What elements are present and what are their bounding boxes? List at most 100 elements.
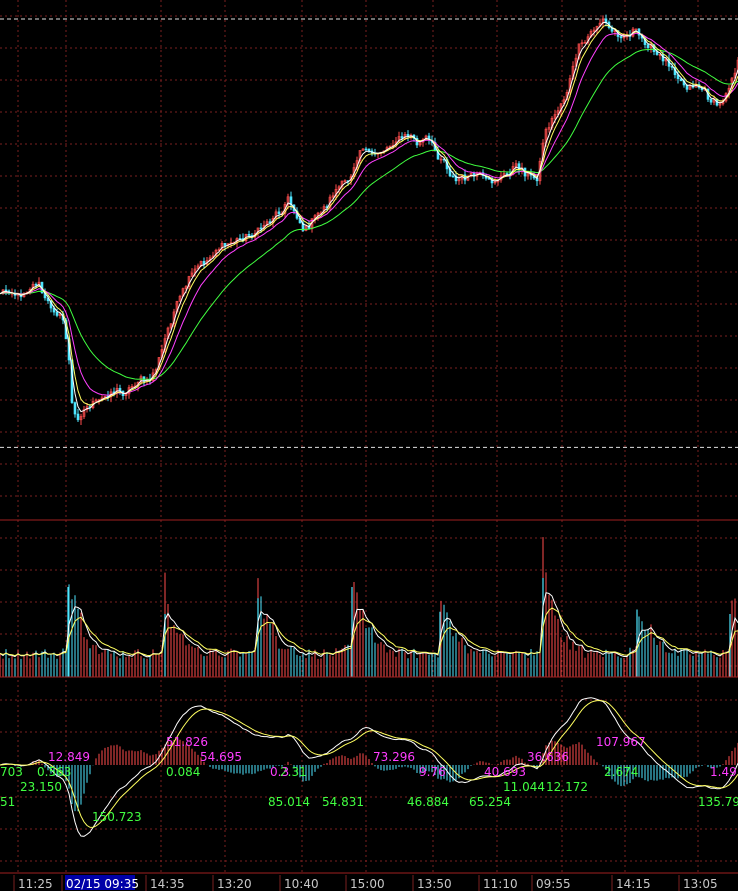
macd-label-magenta: 0.3 xyxy=(270,765,289,779)
candle-body xyxy=(301,222,305,231)
price-panel xyxy=(0,14,738,448)
candle-body xyxy=(418,141,422,146)
macd-label-green: 51 xyxy=(0,795,15,809)
candle-body xyxy=(367,148,371,152)
candle-body xyxy=(286,196,290,205)
macd-label-green: 0.563 xyxy=(37,765,71,779)
ma-fast-line xyxy=(0,21,738,413)
candle-body xyxy=(244,233,248,242)
macd-label-magenta: 51.826 xyxy=(166,735,208,749)
candle-body xyxy=(73,402,77,415)
macd-histogram xyxy=(2,738,738,812)
candle-body xyxy=(274,211,278,219)
macd-label-green: 150.723 xyxy=(92,810,142,824)
candle-body xyxy=(340,180,344,188)
time-tick-label: 11:10 xyxy=(483,877,518,891)
candle-body xyxy=(604,18,608,23)
macd-label-green: 54.831 xyxy=(322,795,364,809)
time-tick-label: 14:35 xyxy=(150,877,185,891)
candle-body xyxy=(361,148,365,151)
macd-value-labels: 23.150 0.084 85.014 54.831 46.884 65.25411.04… xyxy=(0,735,738,824)
candle-body xyxy=(283,204,287,214)
candle-body xyxy=(76,413,80,421)
candle-body xyxy=(679,78,683,82)
candle-body xyxy=(55,311,59,316)
candle-body xyxy=(289,196,293,206)
candle-body xyxy=(130,386,134,388)
volume-panel xyxy=(0,537,738,677)
candle-body xyxy=(178,295,182,302)
volume-ma-yellow xyxy=(0,607,738,657)
macd-dea-line xyxy=(0,700,738,828)
candle-body xyxy=(451,175,455,178)
candle-body xyxy=(364,148,368,151)
candle-body xyxy=(94,399,98,402)
candle-body xyxy=(169,323,173,329)
candle-body xyxy=(358,150,362,161)
macd-label-green: 2.31 xyxy=(280,765,307,779)
macd-label-magenta: 54.695 xyxy=(200,750,242,764)
candle-body xyxy=(343,180,347,182)
candle-body xyxy=(34,283,38,286)
candle-body xyxy=(646,44,650,48)
candle-body xyxy=(4,289,8,292)
candle-body xyxy=(220,242,224,250)
candle-body xyxy=(397,136,401,143)
candle-body xyxy=(277,211,281,215)
candle-body xyxy=(58,313,62,316)
macd-label-green: 46.884 xyxy=(407,795,449,809)
time-tick-label: 13:50 xyxy=(417,877,452,891)
time-tick-label: 02/15 09:35 xyxy=(66,877,139,891)
candle-body xyxy=(202,261,206,265)
candle-body xyxy=(79,416,83,421)
candle-body xyxy=(592,29,596,32)
macd-label-magenta: 73.296 xyxy=(373,750,415,764)
candle-body xyxy=(583,42,587,44)
candle-body xyxy=(439,158,443,161)
macd-label-green: 11.044 xyxy=(503,780,545,794)
candle-body xyxy=(82,409,86,417)
candle-body xyxy=(634,28,638,31)
candle-body xyxy=(349,176,353,182)
macd-label-magenta: 12.849 xyxy=(48,750,90,764)
macd-label-green: 703 xyxy=(0,765,23,779)
time-tick-highlight-bg xyxy=(65,875,135,890)
macd-label-green: 12.172 xyxy=(546,780,588,794)
candle-body xyxy=(424,135,428,140)
macd-label-green: 0.084 xyxy=(166,765,200,779)
macd-label-magenta: 40.693 xyxy=(484,765,526,779)
time-tick-label: 10:40 xyxy=(284,877,319,891)
time-tick-label: 13:05 xyxy=(683,877,718,891)
macd-panel: 23.150 0.084 85.014 54.831 46.884 65.25411.04… xyxy=(0,697,738,837)
candle-body xyxy=(469,173,473,177)
macd-label-green: 65.254 xyxy=(469,795,511,809)
ma-long-line xyxy=(0,48,738,380)
time-tick-label: 11:25 xyxy=(18,877,53,891)
macd-label-green: 135.790 xyxy=(698,795,738,809)
candle-body xyxy=(37,281,41,286)
candle-body xyxy=(259,227,263,230)
candle-body xyxy=(736,59,738,74)
time-axis: 11:25 02/15 09:35 14:35 13:20 10:40 15:00 13:5… xyxy=(13,875,718,891)
macd-label-magenta: 36.636 xyxy=(527,750,569,764)
macd-dif-line xyxy=(0,697,738,837)
time-tick-label: 14:15 xyxy=(616,877,651,891)
time-tick-label: 13:20 xyxy=(217,877,252,891)
candle-body xyxy=(331,195,335,198)
candle-body xyxy=(304,225,308,231)
candle-body xyxy=(223,242,227,247)
candle-body xyxy=(190,272,194,277)
time-tick-label: 15:00 xyxy=(350,877,385,891)
candle-body xyxy=(718,103,722,106)
candle-body xyxy=(547,127,551,130)
candle-body xyxy=(622,36,626,39)
candle-body xyxy=(709,99,713,103)
grid-lines xyxy=(0,0,738,873)
macd-label-magenta: 9.76 xyxy=(419,765,446,779)
candle-body xyxy=(580,42,584,45)
candle-body xyxy=(577,43,581,59)
candle-body xyxy=(457,178,461,182)
macd-label-magenta: 1.49 xyxy=(710,765,737,779)
candle-body xyxy=(619,36,623,39)
candle-body xyxy=(514,163,518,167)
